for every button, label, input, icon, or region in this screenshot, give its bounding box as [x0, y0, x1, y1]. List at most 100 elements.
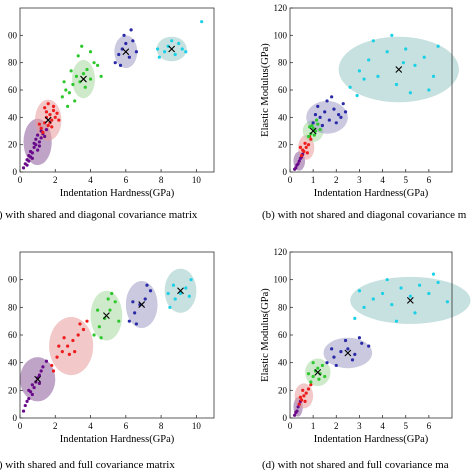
- data-point: [25, 399, 29, 403]
- y-tick-label: 80: [8, 302, 18, 312]
- x-tick-label: 1: [311, 421, 316, 431]
- data-point: [50, 363, 54, 368]
- data-point: [362, 305, 366, 309]
- data-point: [44, 110, 49, 114]
- data-point: [323, 110, 327, 114]
- data-point: [127, 55, 131, 59]
- data-point: [306, 387, 311, 391]
- data-point: [304, 391, 308, 395]
- data-point: [327, 118, 331, 122]
- data-point: [177, 41, 181, 46]
- data-point: [173, 52, 177, 57]
- data-point: [297, 402, 301, 406]
- data-point: [129, 28, 133, 32]
- data-point: [306, 134, 311, 139]
- x-tick-label: 0: [18, 175, 23, 185]
- data-point: [311, 361, 315, 365]
- data-point: [408, 294, 412, 298]
- data-point: [30, 151, 34, 155]
- data-point: [163, 50, 167, 54]
- data-point: [394, 82, 399, 87]
- data-point: [297, 159, 301, 163]
- data-point: [113, 300, 117, 304]
- y-tick-label: 120: [274, 3, 288, 13]
- y-tick-label: 0: [13, 413, 18, 423]
- cluster-center-marker: [309, 127, 317, 135]
- data-point: [385, 278, 389, 282]
- data-point: [355, 93, 359, 98]
- data-point: [173, 297, 177, 301]
- x-tick-label: 8: [159, 175, 164, 185]
- data-point: [148, 289, 153, 293]
- x-tick-label: 4: [88, 421, 93, 431]
- data-point: [171, 283, 176, 287]
- data-point: [27, 388, 31, 392]
- data-point: [41, 130, 45, 134]
- x-tick-label: 4: [88, 175, 93, 185]
- data-point: [34, 137, 38, 141]
- x-tick-label: 2: [334, 421, 339, 431]
- data-point: [296, 162, 300, 166]
- data-point: [62, 336, 66, 340]
- y-tick-label: 20: [8, 140, 18, 150]
- cluster-center-marker: [138, 301, 146, 308]
- data-point: [30, 383, 34, 387]
- data-point: [122, 33, 126, 37]
- y-tick-label: 100: [274, 275, 288, 285]
- data-point: [399, 286, 403, 290]
- data-point: [168, 305, 172, 309]
- y-tick-label: 60: [8, 330, 18, 340]
- data-point: [390, 33, 394, 37]
- data-point: [36, 133, 40, 137]
- data-point: [60, 95, 64, 99]
- x-tick-label: 10: [192, 421, 202, 431]
- data-point: [316, 122, 320, 126]
- x-tick-label: 6: [124, 175, 129, 185]
- y-tick-label: 40: [8, 358, 18, 368]
- data-point: [330, 95, 334, 99]
- data-point: [145, 283, 149, 287]
- data-point: [325, 99, 329, 103]
- data-point: [21, 409, 26, 413]
- data-point: [320, 123, 324, 128]
- data-point: [97, 325, 101, 329]
- data-point: [85, 67, 89, 72]
- data-point: [178, 291, 183, 296]
- data-point: [67, 352, 71, 356]
- data-point: [37, 144, 42, 148]
- data-point: [371, 39, 375, 43]
- panel-a-chart: 0 2 4 6 8 10 0 20 40 60 80 00 Indentation Hardness(G…: [0, 7, 215, 221]
- cluster-center-marker: [344, 349, 352, 357]
- data-point: [187, 294, 191, 298]
- data-point: [357, 336, 362, 340]
- y-tick-label: 00: [8, 275, 18, 285]
- data-point: [48, 113, 52, 117]
- data-point: [353, 352, 357, 356]
- panel-caption: c) with shared and full covariance matri…: [0, 459, 175, 471]
- x-axis-label: Indentation Hardness(GPa): [314, 434, 429, 445]
- data-point: [367, 58, 371, 62]
- data-point: [332, 355, 336, 359]
- x-tick-label: 8: [159, 421, 164, 431]
- y-tick-label: 20: [278, 140, 288, 150]
- y-tick-label: 0: [283, 413, 288, 423]
- x-tick-label: 4: [380, 175, 385, 185]
- data-point: [43, 134, 47, 139]
- data-point: [99, 336, 103, 340]
- data-point: [80, 44, 84, 48]
- data-point: [301, 388, 305, 392]
- data-point: [413, 63, 417, 67]
- data-point: [413, 311, 417, 315]
- data-point: [346, 347, 350, 351]
- y-tick-label: 80: [278, 58, 288, 68]
- data-point: [108, 308, 112, 312]
- x-tick-label: 0: [288, 421, 293, 431]
- data-point: [37, 373, 42, 377]
- data-point: [43, 106, 47, 110]
- data-point: [113, 61, 117, 65]
- data-point: [96, 308, 100, 312]
- data-point: [320, 363, 324, 368]
- data-point: [157, 55, 161, 59]
- y-tick-label: 120: [274, 247, 288, 257]
